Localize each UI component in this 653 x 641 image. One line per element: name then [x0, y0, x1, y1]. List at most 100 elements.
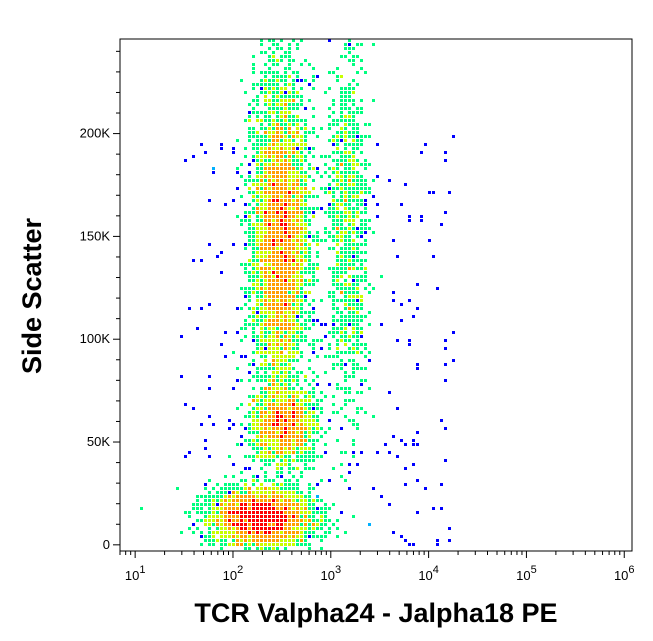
event-dot — [276, 379, 279, 382]
event-dot — [316, 415, 319, 418]
event-dot — [232, 147, 235, 150]
event-dot — [292, 379, 295, 382]
event-dot — [292, 335, 295, 338]
event-dot — [256, 223, 259, 226]
event-dot — [312, 379, 315, 382]
event-dot — [404, 539, 407, 542]
event-dot — [296, 259, 299, 262]
event-dot — [248, 307, 251, 310]
event-dot — [248, 103, 251, 106]
event-dot — [304, 507, 307, 510]
event-dot — [272, 539, 275, 542]
event-dot — [288, 503, 291, 506]
event-dot — [312, 179, 315, 182]
event-dot — [200, 143, 203, 146]
event-dot — [284, 75, 287, 78]
event-dot — [300, 351, 303, 354]
event-dot — [276, 243, 279, 246]
event-dot — [204, 535, 207, 538]
event-dot — [184, 511, 187, 514]
event-dot — [272, 395, 275, 398]
event-dot — [268, 547, 271, 550]
event-dot — [284, 367, 287, 370]
event-dot — [340, 203, 343, 206]
event-dot — [264, 427, 267, 430]
event-dot — [352, 123, 355, 126]
event-dot — [300, 427, 303, 430]
event-dot — [300, 267, 303, 270]
event-dot — [340, 55, 343, 58]
event-dot — [304, 499, 307, 502]
event-dot — [360, 303, 363, 306]
event-dot — [264, 355, 267, 358]
event-dot — [228, 507, 231, 510]
event-dot — [252, 239, 255, 242]
event-dot — [204, 523, 207, 526]
event-dot — [356, 83, 359, 86]
event-dot — [364, 379, 367, 382]
event-dot — [264, 471, 267, 474]
event-dot — [296, 79, 299, 82]
event-dot — [244, 211, 247, 214]
event-dot — [288, 403, 291, 406]
event-dot — [252, 159, 255, 162]
event-dot — [360, 231, 363, 234]
event-dot — [256, 315, 259, 318]
event-dot — [336, 235, 339, 238]
event-dot — [272, 451, 275, 454]
event-dot — [212, 535, 215, 538]
event-dot — [260, 391, 263, 394]
event-dot — [300, 179, 303, 182]
event-dot — [256, 403, 259, 406]
event-dot — [356, 43, 359, 46]
event-dot — [248, 371, 251, 374]
event-dot — [272, 487, 275, 490]
event-dot — [300, 435, 303, 438]
event-dot — [288, 459, 291, 462]
event-dot — [280, 291, 283, 294]
event-dot — [236, 539, 239, 542]
event-dot — [268, 447, 271, 450]
event-dot — [244, 483, 247, 486]
event-dot — [272, 83, 275, 86]
event-dot — [196, 507, 199, 510]
event-dot — [296, 351, 299, 354]
event-dot — [332, 319, 335, 322]
event-dot — [352, 331, 355, 334]
event-dot — [332, 99, 335, 102]
event-dot — [304, 291, 307, 294]
event-dot — [268, 399, 271, 402]
event-dot — [296, 275, 299, 278]
event-dot — [268, 171, 271, 174]
event-dot — [268, 363, 271, 366]
event-dot — [344, 351, 347, 354]
event-dot — [260, 243, 263, 246]
event-dot — [320, 519, 323, 522]
event-dot — [232, 523, 235, 526]
event-dot — [256, 319, 259, 322]
event-dot — [280, 355, 283, 358]
event-dot — [356, 267, 359, 270]
event-dot — [268, 347, 271, 350]
event-dot — [224, 539, 227, 542]
event-dot — [364, 199, 367, 202]
event-dot — [256, 103, 259, 106]
event-dot — [268, 543, 271, 546]
event-dot — [328, 187, 331, 190]
event-dot — [312, 215, 315, 218]
event-dot — [320, 523, 323, 526]
event-dot — [324, 227, 327, 230]
event-dot — [272, 91, 275, 94]
event-dot — [300, 399, 303, 402]
event-dot — [272, 443, 275, 446]
event-dot — [300, 275, 303, 278]
event-dot — [264, 119, 267, 122]
event-dot — [288, 359, 291, 362]
event-dot — [268, 435, 271, 438]
event-dot — [300, 327, 303, 330]
event-dot — [340, 99, 343, 102]
event-dot — [296, 323, 299, 326]
event-dot — [288, 519, 291, 522]
event-dot — [292, 399, 295, 402]
event-dot — [412, 443, 415, 446]
